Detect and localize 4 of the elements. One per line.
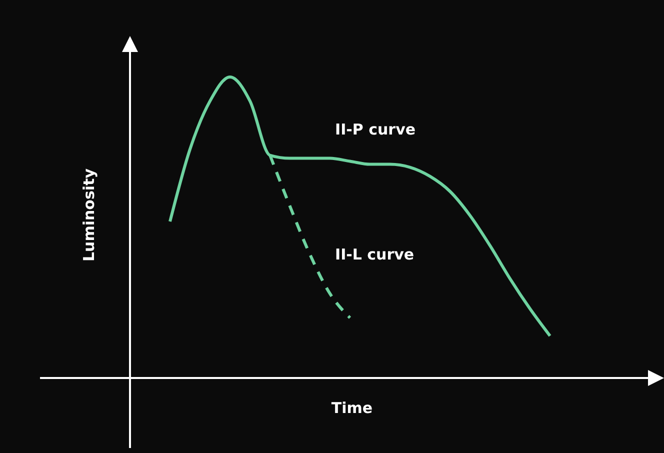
series-label: II-L curve xyxy=(335,246,414,264)
y-axis-title: Luminosity xyxy=(80,168,98,262)
x-axis-title: Time xyxy=(331,399,373,417)
series-label: II-P curve xyxy=(335,120,416,138)
